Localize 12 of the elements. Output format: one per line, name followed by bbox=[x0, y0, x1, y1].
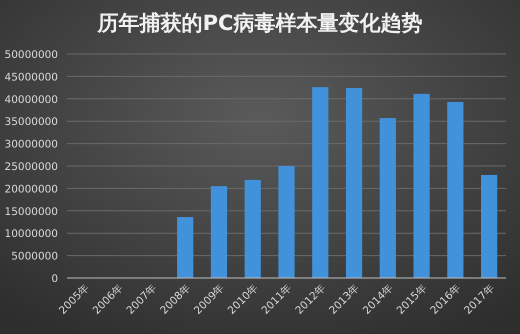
y-tick-label: 5000000 bbox=[11, 250, 58, 263]
y-tick-label: 0 bbox=[51, 273, 58, 285]
y-tick-label: 20000000 bbox=[4, 183, 58, 196]
y-tick-label: 15000000 bbox=[4, 206, 58, 218]
y-tick-label: 40000000 bbox=[4, 94, 58, 106]
y-tick-label: 25000000 bbox=[4, 161, 58, 173]
y-tick-label: 35000000 bbox=[4, 116, 58, 128]
y-tick-label: 30000000 bbox=[4, 138, 58, 151]
y-tick-label: 50000000 bbox=[4, 49, 58, 61]
y-tick-label: 10000000 bbox=[4, 228, 58, 240]
y-tick-label: 45000000 bbox=[4, 71, 58, 84]
title: 历年捕获的PC病毒样本量变化趋势 bbox=[98, 11, 422, 35]
